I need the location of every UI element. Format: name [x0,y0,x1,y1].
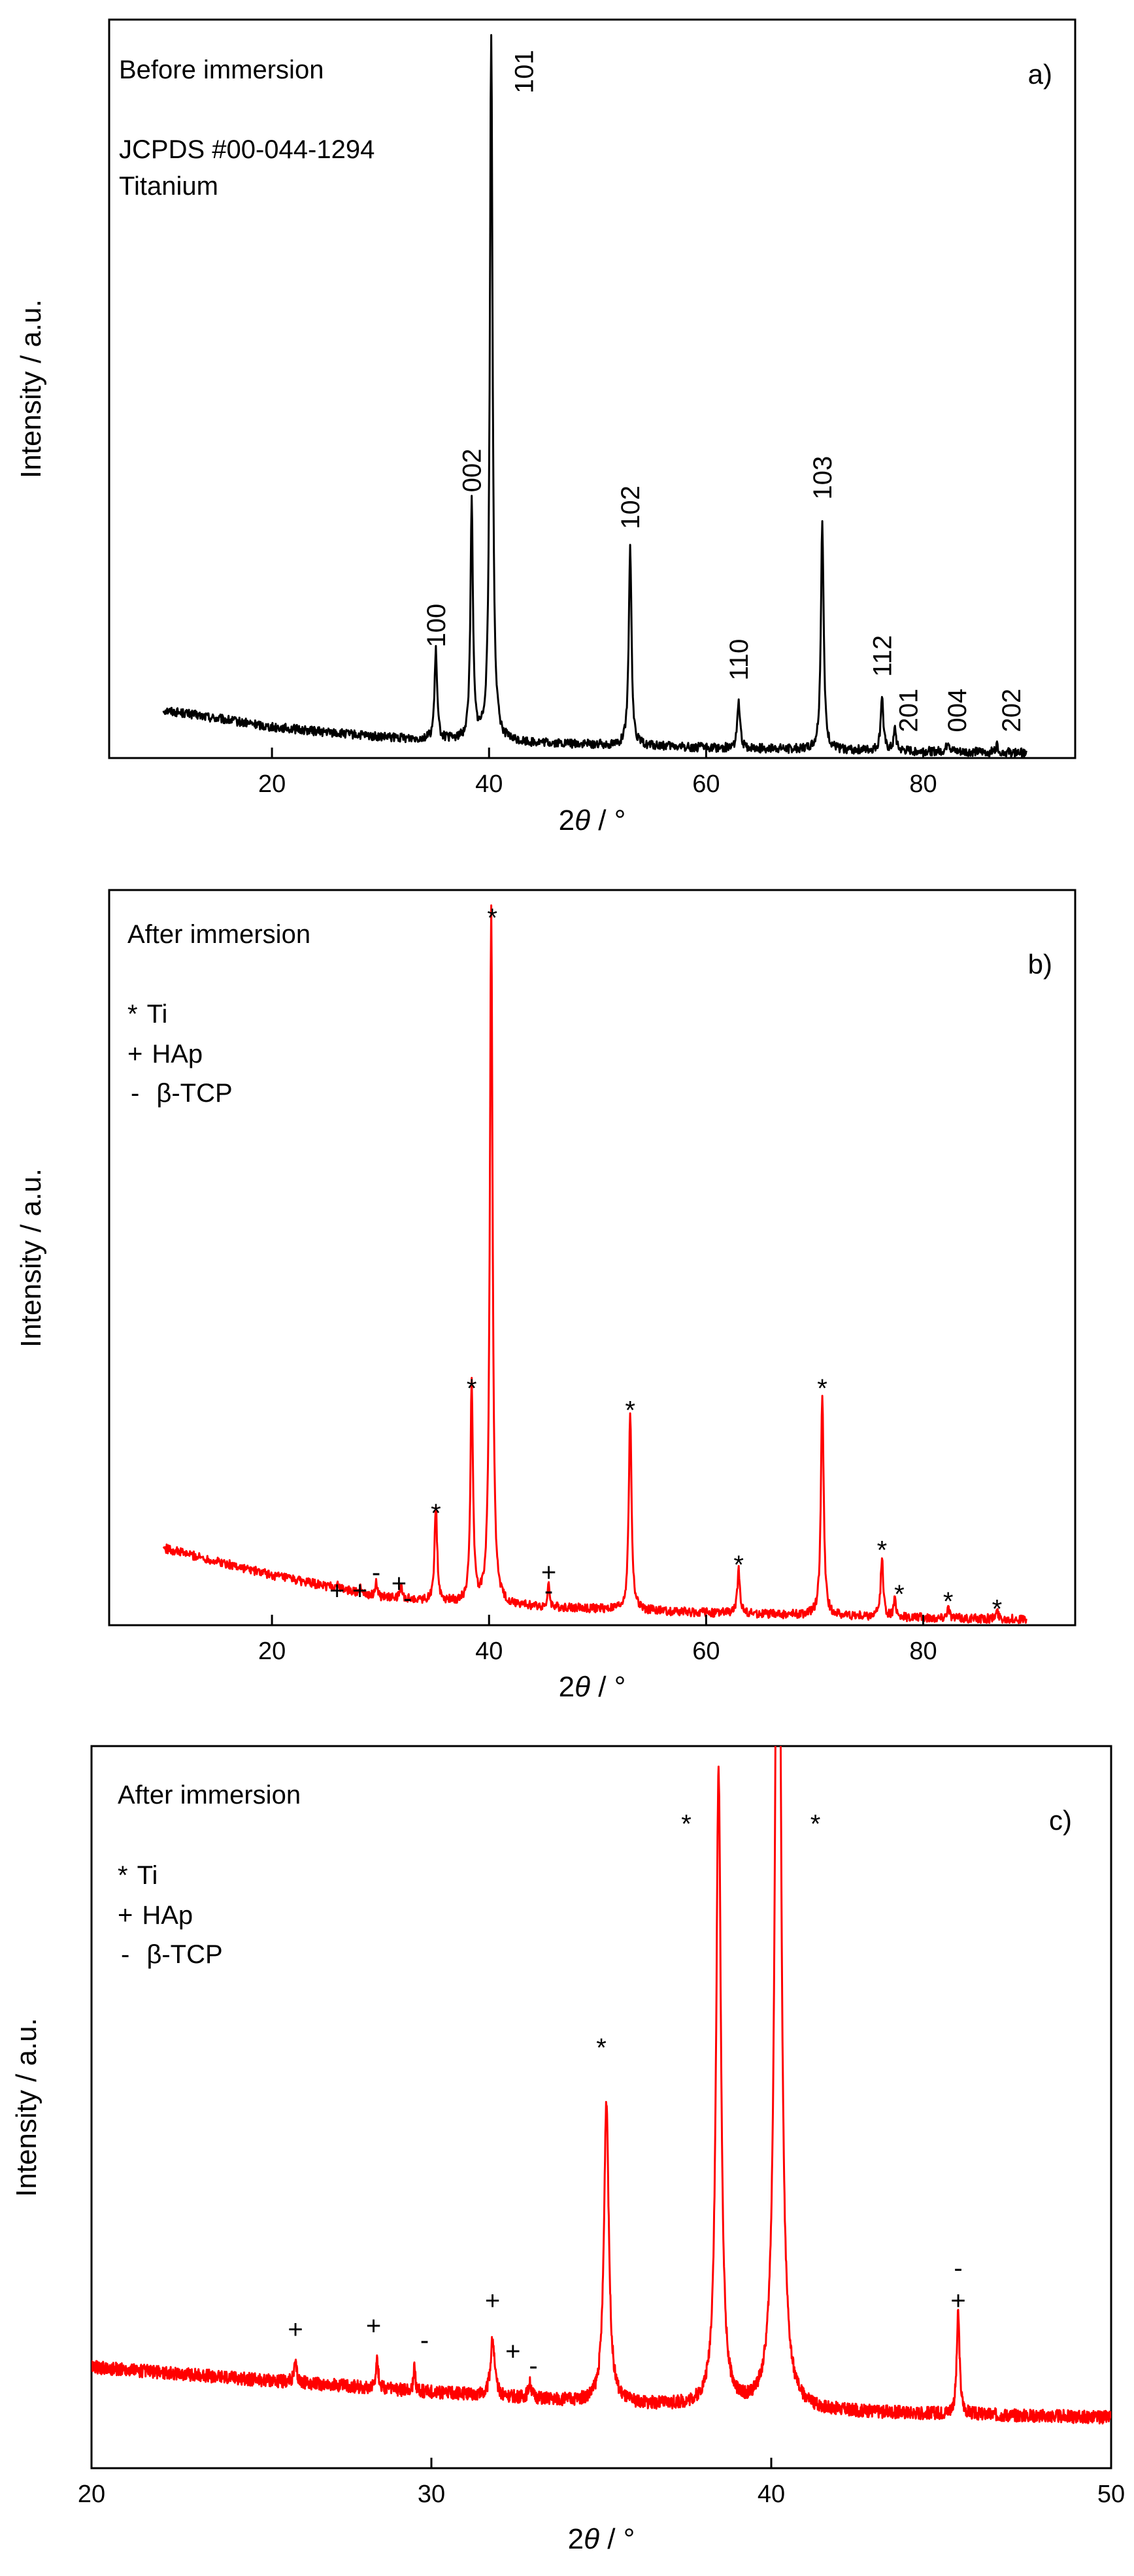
peak-index-label: 102 [616,486,645,529]
panel-c-y-axis-label: Intensity / a.u. [10,2018,42,2197]
x-tick-label: 20 [78,2481,105,2508]
panel-a-reference: JCPDS #00-044-1294 [119,135,375,164]
peak-index-label: 202 [997,689,1026,733]
phase-marker: + [329,1577,344,1606]
panel-a-title: Before immersion [119,56,324,84]
panel-a-peak-labels: 100 002 101 102 110 103 112 201 004 202 [422,50,1026,732]
panel-c-letter: c) [1049,1805,1072,1836]
panel-b-x-ticks: 20 40 60 80 [258,1615,937,1665]
panel-a-y-axis-label: Intensity / a.u. [15,299,47,478]
phase-marker: * [733,1551,744,1579]
phase-marker: + [288,2315,303,2344]
panel-b: 20 40 60 80 + +- +-***+-***** * * After immersi… [15,889,1076,1703]
panel-b-y-axis-label: Intensity / a.u. [15,1168,47,1347]
panel-b-title: After immersion [127,920,310,949]
peak-index-label: 201 [894,689,923,733]
panel-b-letter: b) [1028,949,1052,980]
phase-marker: + [485,2287,500,2315]
x-tick-label: 20 [258,1638,286,1665]
panel-c-frame [90,1745,1112,2469]
phase-marker: + [505,2337,520,2366]
phase-marker: - [544,1577,553,1606]
legend-entry-hap: + HAp [127,1040,203,1068]
phase-marker: + [352,1577,367,1606]
legend-entry-ti: * Ti [127,1000,167,1029]
panel-a-material: Titanium [119,172,218,201]
phase-marker: * [810,1810,821,1839]
legend-entry-btcp: - β-TCP [131,1079,233,1108]
panel-c: 20 30 40 50 + +-++-** *-+ After immersion * Ti… [10,1745,1125,2555]
phase-marker: * [625,1396,635,1425]
panel-c-title: After immersion [118,1781,301,1809]
x-tick-label: 30 [418,2481,445,2508]
phase-marker: * [467,1374,477,1403]
panel-a-spectrum [162,34,1027,758]
panel-b-legend: * Ti + HAp - β-TCP [127,1000,233,1108]
phase-marker: * [596,2034,607,2062]
panel-c-x-ticks: 20 30 40 50 [78,2458,1125,2508]
phase-marker: * [817,1374,827,1403]
peak-index-label: 103 [809,456,837,500]
panel-c-peak-labels: + +-++-** *-+ [288,1810,965,2381]
phase-marker: + [541,1559,556,1587]
panel-b-frame [108,889,1076,1627]
phase-marker: - [954,2254,962,2283]
legend-entry-btcp: - β-TCP [121,1940,223,1969]
peak-index-label: 002 [458,448,487,492]
x-tick-label: 40 [758,2481,785,2508]
panel-a-frame [108,18,1076,759]
x-tick-label: 50 [1097,2481,1125,2508]
panel-b-x-axis-label: 2θ / ° [559,1671,626,1703]
phase-marker: - [420,2326,429,2355]
peak-index-label: 100 [422,604,451,648]
panel-c-spectrum [92,1746,1111,2425]
phase-marker: - [529,2351,537,2380]
panel-a-letter: a) [1028,59,1052,90]
legend-entry-ti: * Ti [118,1861,158,1890]
x-tick-label: 60 [692,770,720,798]
phase-marker: * [487,904,497,933]
peak-index-label: 101 [510,50,539,93]
phase-marker: + [950,2287,965,2315]
phase-marker: * [877,1536,888,1564]
panel-b-spectrum [162,904,1027,1625]
x-tick-label: 40 [475,1638,503,1665]
x-tick-label: 40 [475,770,503,798]
phase-marker: + [392,1569,407,1598]
panel-c-legend: * Ti + HAp - β-TCP [118,1861,223,1969]
x-tick-label: 60 [692,1638,720,1665]
phase-marker: + [366,2312,381,2341]
phase-marker: * [943,1587,954,1616]
phase-marker: - [372,1559,380,1587]
phase-marker: * [894,1580,905,1609]
peak-index-label: 004 [943,689,972,733]
panel-a-x-ticks: 20 40 60 80 [258,748,937,798]
panel-a-x-axis-label: 2θ / ° [559,804,626,836]
x-tick-label: 20 [258,770,286,798]
peak-index-label: 112 [868,635,897,677]
phase-marker: * [992,1594,1003,1623]
x-tick-label: 80 [909,770,937,798]
panel-b-peak-labels: + +- +-***+-***** * * [329,904,1002,1624]
phase-marker: - [403,1584,412,1613]
peak-index-label: 110 [725,639,754,681]
panel-c-x-axis-label: 2θ / ° [568,2523,635,2555]
legend-entry-hap: + HAp [118,1901,193,1930]
phase-marker: * [681,1810,692,1839]
phase-marker: * [431,1499,441,1528]
x-tick-label: 80 [909,1638,937,1665]
